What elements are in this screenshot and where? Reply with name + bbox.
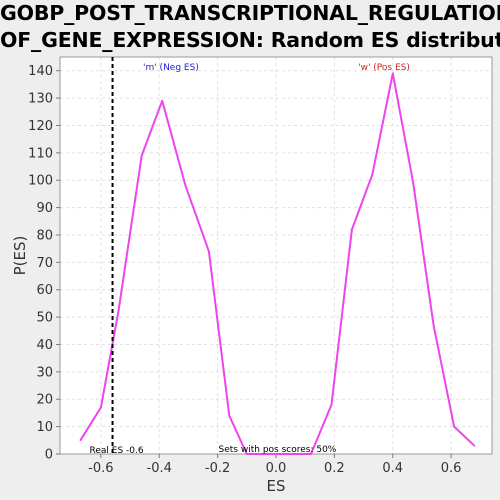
data-point (432, 324, 435, 327)
series-group (79, 72, 476, 455)
data-point (371, 173, 374, 176)
data-point (310, 453, 312, 455)
x-axis-title: ES (267, 477, 286, 495)
x-tick-label: -0.6 (88, 461, 113, 476)
chart-title: GOBP_POST_TRANSCRIPTIONAL_REGULATION_ OF… (0, 0, 500, 54)
x-tick-label: -0.2 (205, 461, 230, 476)
data-point (391, 72, 394, 75)
y-tick-label: 110 (28, 146, 53, 161)
real-es-value-label: Real ES -0.6 (90, 446, 144, 456)
x-tick-label: 0.0 (266, 461, 287, 476)
data-point (473, 444, 476, 447)
y-axis-title: P(ES) (11, 236, 29, 276)
x-axis-ticks: -0.6 -0.4 -0.2 0.0 0.2 0.4 0.6 (88, 454, 461, 476)
data-point (208, 250, 210, 253)
data-point (140, 154, 143, 157)
pos-es-label: 'w' (Pos ES) (358, 63, 410, 73)
x-tick-label: 0.2 (324, 461, 345, 476)
x-tick-label: 0.4 (382, 461, 403, 476)
y-tick-label: 120 (28, 119, 53, 134)
x-tick-label: -0.4 (147, 461, 172, 476)
y-tick-label: 100 (28, 174, 53, 189)
chart-title-line-1: GOBP_POST_TRANSCRIPTIONAL_REGULATION_ (0, 1, 500, 25)
chart-title-line-2: OF_GENE_EXPRESSION: Random ES distributi… (0, 28, 500, 52)
y-axis-ticks: 0 10 20 30 40 50 60 70 80 90 100 110 120 130 140 (28, 64, 60, 463)
y-tick-label: 140 (28, 64, 53, 79)
data-point (161, 100, 163, 102)
y-tick-label: 40 (36, 338, 53, 353)
data-point (330, 403, 333, 406)
pos-scores-label: Sets with pos scores: 50% (219, 445, 337, 455)
data-point (351, 228, 353, 231)
y-tick-label: 0 (45, 448, 53, 463)
data-point (275, 453, 277, 455)
data-point (228, 414, 231, 417)
data-point (100, 406, 102, 409)
y-tick-label: 20 (36, 393, 53, 408)
data-point (79, 439, 82, 442)
y-tick-label: 80 (36, 228, 53, 243)
y-tick-label: 60 (36, 283, 53, 298)
data-point (117, 310, 120, 313)
data-point (184, 184, 187, 187)
annotations: 'm' (Neg ES) 'w' (Pos ES) Real ES -0.6 Sets… (90, 57, 410, 456)
y-tick-label: 70 (36, 256, 53, 271)
y-tick-label: 90 (36, 201, 53, 216)
x-tick-label: 0.6 (441, 461, 462, 476)
y-tick-label: 50 (36, 311, 53, 326)
neg-es-label: 'm' (Neg ES) (143, 63, 199, 73)
data-point (246, 453, 248, 455)
y-tick-label: 130 (28, 92, 53, 107)
y-tick-label: 10 (36, 420, 53, 435)
data-point (412, 182, 414, 184)
y-tick-label: 30 (36, 365, 53, 380)
data-point (453, 425, 455, 428)
